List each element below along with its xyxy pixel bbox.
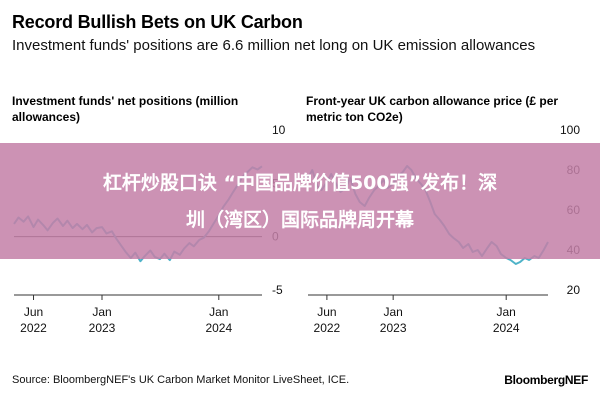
right-y-tick-label: 20 [567,283,581,297]
promo-overlay-line-1: 杠杆炒股口诀 “中国品牌价值500强”发布！深 [102,172,498,194]
left-panel-title: Investment funds' net positions (million… [12,94,239,124]
left-x-tick-label: Jan [209,305,228,319]
left-y-tick-label: 10 [272,123,286,137]
left-x-tick-year: 2024 [205,321,232,335]
right-x-tick-year: 2022 [314,321,341,335]
right-x-tick-label: Jan [497,305,516,319]
right-y-tick-label: 100 [560,123,580,137]
right-panel-title: Front-year UK carbon allowance price (£ … [306,94,559,124]
left-x-tick-label: Jun [24,305,43,319]
right-x-tick-year: 2024 [493,321,520,335]
brand-logo: BloombergNEF [504,373,588,387]
promo-overlay-line-2: 圳（湾区）国际品牌周开幕 [185,209,414,231]
chart-subhead: Investment funds' positions are 6.6 mill… [12,37,536,54]
right-x-tick-label: Jun [317,305,336,319]
left-x-tick-year: 2022 [20,321,47,335]
left-x-tick-label: Jan [92,305,111,319]
left-x-tick-year: 2023 [89,321,116,335]
source-note: Source: BloombergNEF's UK Carbon Market … [12,374,350,386]
left-y-tick-label: -5 [272,283,283,297]
right-x-tick-year: 2023 [380,321,407,335]
chart-headline: Record Bullish Bets on UK Carbon [12,12,303,32]
right-x-tick-label: Jan [383,305,402,319]
promo-overlay-band [0,143,600,259]
